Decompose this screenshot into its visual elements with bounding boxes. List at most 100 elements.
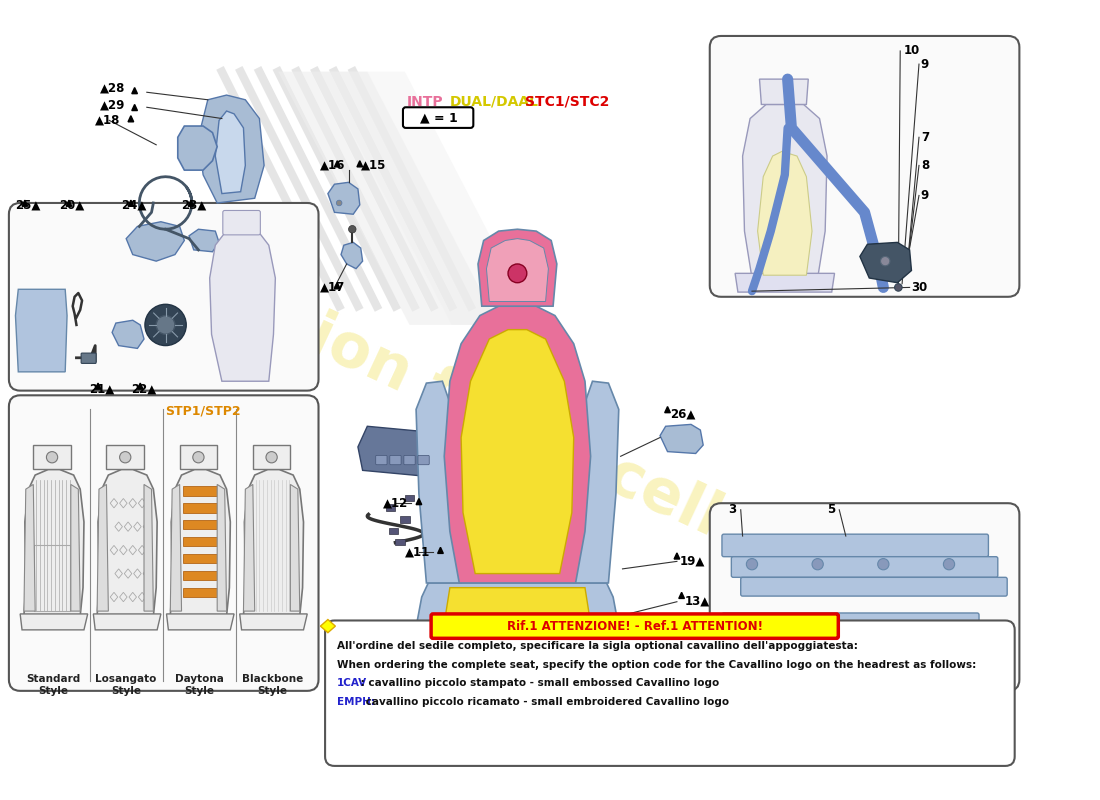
FancyBboxPatch shape — [81, 353, 96, 363]
Polygon shape — [128, 116, 134, 122]
Circle shape — [880, 257, 890, 266]
Text: : cavallino piccolo stampato - small embossed Cavallino logo: : cavallino piccolo stampato - small emb… — [356, 678, 719, 688]
Polygon shape — [94, 614, 161, 630]
FancyBboxPatch shape — [386, 504, 395, 510]
Polygon shape — [24, 485, 35, 611]
Text: 21▲: 21▲ — [89, 382, 114, 395]
Polygon shape — [107, 445, 144, 470]
Circle shape — [944, 622, 954, 632]
Circle shape — [812, 558, 823, 570]
Text: ▲2: ▲2 — [493, 623, 510, 636]
Circle shape — [894, 284, 902, 291]
FancyBboxPatch shape — [184, 503, 217, 513]
Text: 7: 7 — [921, 130, 929, 144]
Polygon shape — [320, 619, 336, 633]
Polygon shape — [444, 306, 591, 583]
Circle shape — [508, 264, 527, 282]
FancyBboxPatch shape — [400, 516, 409, 523]
FancyBboxPatch shape — [740, 654, 998, 671]
Polygon shape — [70, 485, 80, 611]
Circle shape — [156, 315, 175, 334]
Polygon shape — [341, 242, 363, 269]
Polygon shape — [112, 320, 144, 348]
Text: Blackbone
Style: Blackbone Style — [242, 674, 304, 695]
FancyBboxPatch shape — [403, 107, 473, 128]
FancyBboxPatch shape — [326, 621, 1014, 766]
Polygon shape — [243, 485, 255, 611]
Circle shape — [747, 622, 757, 632]
FancyBboxPatch shape — [405, 494, 415, 502]
Polygon shape — [278, 72, 498, 325]
Polygon shape — [20, 614, 88, 630]
Polygon shape — [334, 282, 340, 289]
Polygon shape — [198, 95, 264, 203]
Polygon shape — [510, 695, 516, 702]
Polygon shape — [178, 126, 217, 170]
Text: 13▲: 13▲ — [684, 594, 710, 607]
FancyBboxPatch shape — [404, 455, 415, 465]
Text: Losangato
Style: Losangato Style — [96, 674, 157, 695]
Circle shape — [192, 452, 204, 463]
FancyBboxPatch shape — [710, 503, 1020, 691]
Polygon shape — [860, 242, 912, 282]
FancyBboxPatch shape — [395, 539, 405, 546]
Polygon shape — [679, 616, 684, 622]
Polygon shape — [416, 498, 421, 505]
Polygon shape — [759, 79, 808, 105]
FancyBboxPatch shape — [732, 557, 998, 578]
Polygon shape — [548, 667, 562, 693]
Polygon shape — [416, 583, 618, 639]
Text: ▲12: ▲12 — [383, 497, 408, 510]
Text: STP1/STP2: STP1/STP2 — [165, 405, 241, 418]
Text: 5: 5 — [827, 503, 835, 516]
Polygon shape — [290, 485, 299, 611]
Polygon shape — [210, 230, 275, 382]
FancyBboxPatch shape — [9, 203, 319, 390]
Text: ▲15: ▲15 — [361, 159, 386, 172]
Polygon shape — [132, 87, 138, 94]
Polygon shape — [613, 667, 628, 693]
Circle shape — [266, 452, 277, 463]
Polygon shape — [15, 290, 67, 372]
Text: 25▲: 25▲ — [15, 198, 41, 211]
Polygon shape — [679, 592, 684, 598]
Circle shape — [145, 304, 186, 346]
Polygon shape — [66, 200, 72, 206]
Polygon shape — [132, 105, 138, 110]
Polygon shape — [126, 222, 185, 261]
Polygon shape — [438, 547, 443, 554]
Text: STC1/STC2: STC1/STC2 — [525, 94, 609, 109]
Polygon shape — [674, 553, 680, 559]
Polygon shape — [320, 72, 536, 325]
FancyBboxPatch shape — [184, 486, 217, 496]
FancyBboxPatch shape — [403, 654, 650, 670]
FancyBboxPatch shape — [722, 534, 989, 557]
Text: ▲18: ▲18 — [96, 114, 121, 127]
FancyBboxPatch shape — [732, 634, 989, 652]
Text: Passion for Excellence: Passion for Excellence — [157, 239, 878, 617]
Polygon shape — [96, 383, 101, 390]
FancyBboxPatch shape — [376, 455, 387, 465]
Text: DUAL/DAAL: DUAL/DAAL — [450, 94, 539, 109]
Text: 8: 8 — [921, 159, 929, 172]
Text: ▲ = 1: ▲ = 1 — [420, 111, 458, 124]
Text: ▲16: ▲16 — [320, 159, 345, 172]
Polygon shape — [179, 445, 217, 470]
Polygon shape — [170, 470, 230, 616]
FancyBboxPatch shape — [184, 537, 217, 546]
Text: ▲29: ▲29 — [100, 99, 125, 112]
FancyBboxPatch shape — [184, 554, 217, 563]
Text: INTP: INTP — [407, 94, 443, 109]
Polygon shape — [416, 382, 461, 583]
Polygon shape — [253, 445, 290, 470]
FancyBboxPatch shape — [223, 210, 261, 235]
Text: 10: 10 — [904, 45, 921, 58]
Text: cavallino piccolo ricamato - small embroidered Cavallino logo: cavallino piccolo ricamato - small embro… — [362, 697, 729, 707]
Polygon shape — [742, 105, 827, 278]
Polygon shape — [472, 667, 487, 693]
Text: 22▲: 22▲ — [131, 382, 156, 395]
Circle shape — [878, 558, 889, 570]
FancyBboxPatch shape — [389, 455, 402, 465]
Polygon shape — [22, 200, 28, 206]
Text: ▲27: ▲27 — [493, 705, 518, 718]
